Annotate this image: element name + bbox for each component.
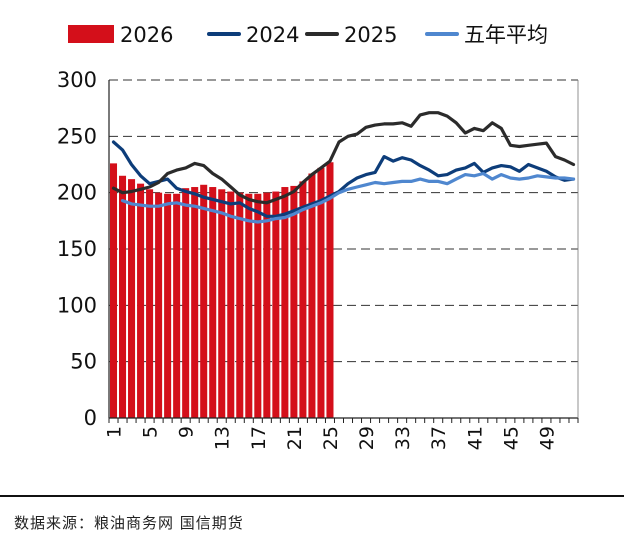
bar-2026 [254,193,262,418]
y-tick-label: 150 [57,237,97,261]
x-tick-label: 41 [464,426,486,450]
line-series [111,111,576,224]
y-tick-label: 0 [84,406,97,430]
x-tick-label: 1 [104,426,126,438]
x-tick-label: 13 [212,426,234,450]
bar-2026 [164,193,172,418]
line-2025 [111,111,576,205]
legend-label-2025: 2025 [344,23,397,47]
bar-2026 [191,187,199,418]
bar-2026 [326,162,334,418]
x-tick-label: 33 [392,426,414,450]
x-tick-label: 29 [356,426,378,450]
bar-2026 [308,173,316,418]
line-2024 [111,140,576,218]
bar-2026 [227,191,235,418]
legend-label-五年平均: 五年平均 [464,23,548,47]
x-tick-label: 25 [320,426,342,450]
bar-2026 [128,179,136,418]
y-tick-label: 250 [57,124,97,148]
bar-2026 [299,181,307,418]
x-tick-label: 9 [176,426,198,438]
x-tick-label: 17 [248,426,270,450]
bar-2026 [173,193,181,418]
legend-label-2026: 2026 [120,23,173,47]
legend-swatch-2026 [68,25,114,43]
bar-2026 [263,192,271,418]
bar-2026 [236,192,244,418]
x-tick-label: 21 [284,426,306,450]
bar-2026 [245,193,253,418]
bar-2026 [182,188,190,418]
bar-2026 [155,192,163,418]
y-tick-label: 300 [57,68,97,92]
x-tick-label: 49 [536,426,558,450]
source-divider [0,495,624,497]
bar-2026 [137,183,145,418]
bar-2026 [317,167,325,418]
x-tick-label: 5 [140,426,162,438]
bar-2026 [119,175,127,418]
line-五年平均 [120,171,576,224]
legend-label-2024: 2024 [246,23,299,47]
bar-2026 [290,185,298,418]
axes: 0 50 100 150 200 250 300 1 5 9 13 17 21 25 29 33 37 41 45 4… [57,68,579,450]
bar-2026 [281,187,289,418]
legend: 2026 2024 2025 五年平均 [68,23,548,47]
x-tick-label: 37 [428,426,450,450]
y-tick-label: 200 [57,181,97,205]
y-tick-label: 100 [57,293,97,317]
source-note: 数据来源：粮油商务网 国信期货 [14,514,244,532]
bar-2026 [218,189,226,418]
y-tick-label: 50 [70,350,97,374]
bar-2026 [109,163,118,418]
bar-2026 [146,189,154,418]
bar-2026 [200,184,208,418]
bar-series-2026 [109,162,334,418]
x-tick-label: 45 [500,426,522,450]
bar-2026 [209,187,217,418]
bar-2026 [272,191,280,418]
